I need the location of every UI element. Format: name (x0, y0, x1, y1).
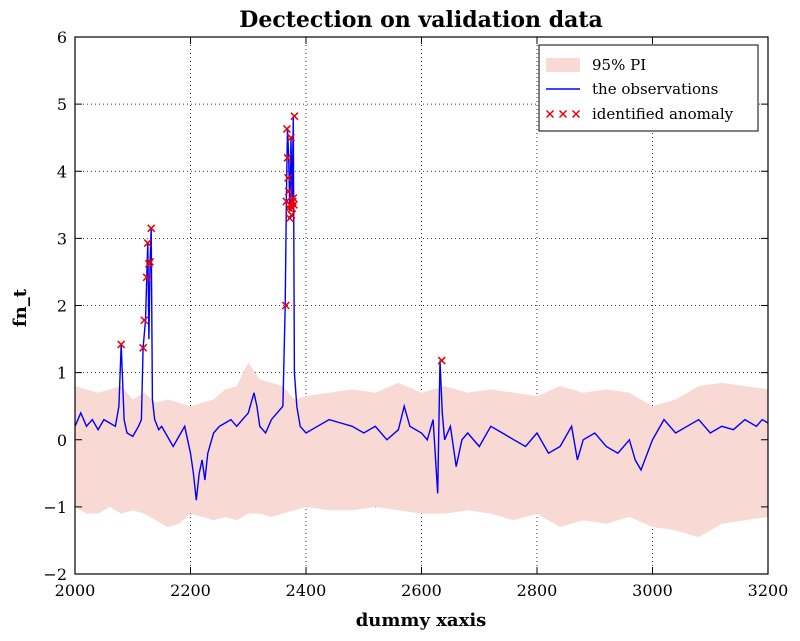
y-tick-label: −2 (43, 565, 67, 584)
anomaly-stroke (437, 356, 446, 365)
anomaly-stroke (286, 133, 296, 142)
anomaly-point (437, 356, 446, 365)
x-tick-label: 2400 (286, 581, 327, 600)
anomaly-point (282, 124, 291, 133)
x-tick-label: 3200 (748, 581, 789, 600)
legend-anomaly-marker (545, 109, 555, 119)
anomaly-markers (117, 112, 446, 365)
anomaly-point (284, 173, 293, 182)
y-tick-label: 3 (57, 229, 67, 248)
anomaly-point (290, 112, 299, 121)
anomaly-point (287, 210, 296, 219)
anomaly-stroke (282, 197, 291, 206)
y-tick-label: 1 (57, 364, 67, 383)
anomaly-stroke (282, 124, 291, 133)
anomaly-stroke (147, 224, 156, 233)
y-tick-label: 2 (57, 297, 67, 316)
anomaly-point (147, 224, 156, 233)
y-tick-label: 0 (57, 431, 67, 450)
anomaly-point (142, 273, 151, 282)
x-axis-ticks: 2000 2200 2400 2600 2800 3000 3200 (55, 37, 789, 600)
anomaly-stroke (545, 109, 555, 119)
prediction-interval-band (75, 362, 768, 538)
chart-title: Dectection on validation data (239, 7, 603, 33)
x-tick-label: 2000 (55, 581, 96, 600)
anomaly-point (117, 340, 126, 349)
anomaly-stroke (143, 239, 152, 248)
legend-label-observations: the observations (592, 80, 718, 98)
anomaly-stroke (289, 200, 298, 209)
anomaly-stroke (281, 301, 290, 310)
legend-anomaly-marker (571, 109, 581, 119)
anomaly-point (143, 239, 152, 248)
y-tick-label: 6 (57, 28, 67, 47)
anomaly-stroke (284, 173, 293, 182)
anomaly-stroke (117, 340, 126, 349)
anomaly-point (289, 194, 298, 203)
x-tick-label: 2200 (170, 581, 211, 600)
x-tick-label: 2800 (517, 581, 558, 600)
legend-label-anomaly: identified anomaly (592, 105, 734, 123)
anomaly-stroke (558, 109, 568, 119)
anomaly-point (289, 200, 298, 209)
x-axis-label: dummy xaxis (356, 610, 487, 631)
legend: 95% PI the observations identified anoma… (538, 44, 759, 132)
y-tick-label: 5 (57, 95, 67, 114)
legend-anomaly-marker (558, 109, 568, 119)
anomaly-stroke (146, 257, 155, 266)
anomaly-point (140, 316, 149, 325)
anomaly-point (286, 133, 296, 142)
anomaly-stroke (283, 153, 292, 162)
grid (75, 37, 768, 574)
x-tick-label: 2600 (401, 581, 442, 600)
anomaly-point (139, 343, 148, 352)
y-tick-label: −1 (43, 498, 67, 517)
legend-swatch-anomaly (545, 109, 581, 119)
anomaly-stroke (284, 187, 293, 196)
y-axis-label: fn_t (10, 288, 31, 327)
anomaly-stroke (139, 343, 148, 352)
anomaly-stroke (142, 273, 151, 282)
anomaly-point (284, 187, 293, 196)
x-tick-label: 3000 (632, 581, 673, 600)
anomaly-point (281, 301, 290, 310)
anomaly-point (283, 153, 292, 162)
legend-label-band: 95% PI (592, 56, 646, 74)
anomaly-stroke (140, 316, 149, 325)
y-tick-label: 4 (57, 162, 67, 181)
anomaly-stroke (571, 109, 581, 119)
anomaly-point (146, 257, 155, 266)
legend-swatch-band (546, 58, 580, 72)
y-axis-ticks: −2 −1 0 1 2 3 4 5 6 (43, 28, 768, 584)
anomaly-stroke (289, 194, 298, 203)
anomaly-stroke (290, 112, 299, 121)
anomaly-stroke (287, 210, 296, 219)
